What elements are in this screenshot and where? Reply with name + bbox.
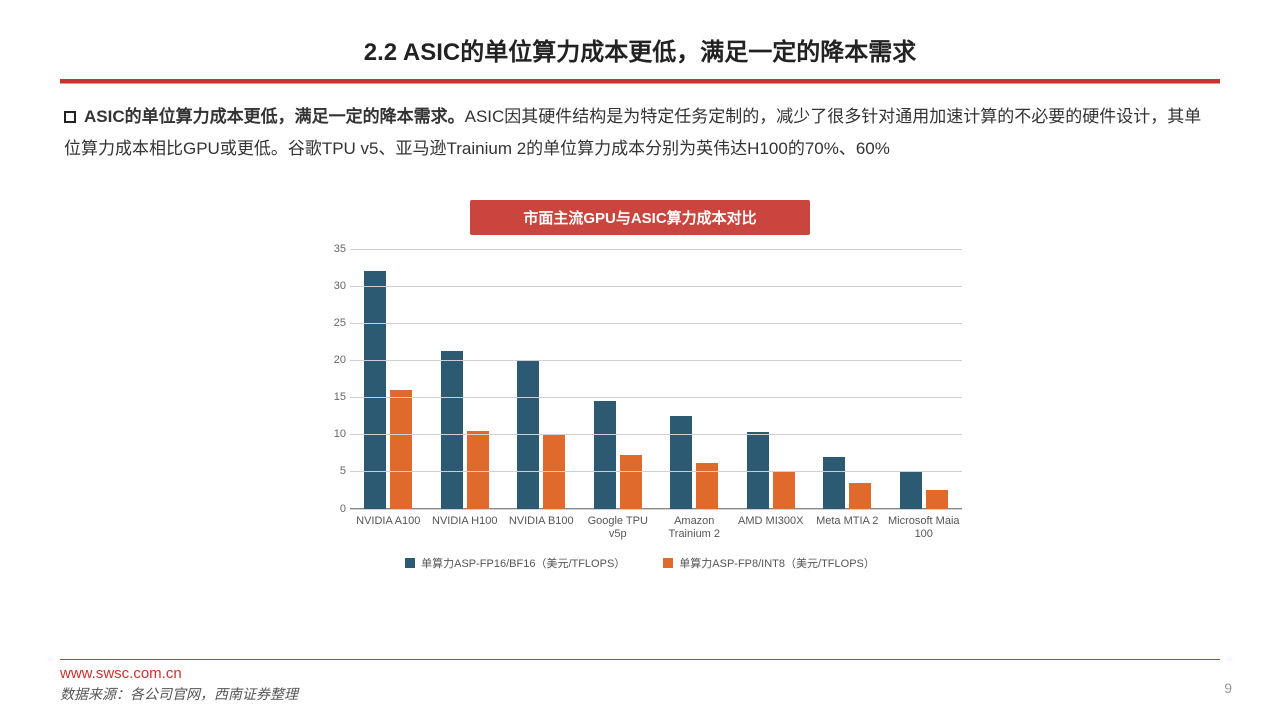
legend-label: 单算力ASP-FP8/INT8（美元/TFLOPS） xyxy=(679,555,875,571)
legend-swatch xyxy=(405,558,415,568)
bar xyxy=(620,455,642,508)
bar xyxy=(467,431,489,509)
summary-paragraph: ASIC的单位算力成本更低，满足一定的降本需求。ASIC因其硬件结构是为特定任务… xyxy=(60,101,1220,166)
gridline xyxy=(350,286,962,287)
bars-layer: NVIDIA A100NVIDIA H100NVIDIA B100Google … xyxy=(350,249,962,509)
bar xyxy=(441,351,463,508)
chart-title: 市面主流GPU与ASIC算力成本对比 xyxy=(470,200,810,235)
bar-group: Microsoft Maia 100 xyxy=(886,249,963,509)
bar xyxy=(900,471,922,508)
y-tick-label: 25 xyxy=(322,317,346,329)
x-tick-label: Microsoft Maia 100 xyxy=(886,509,963,543)
gridline xyxy=(350,434,962,435)
y-tick-label: 10 xyxy=(322,428,346,440)
gridline xyxy=(350,323,962,324)
legend-item: 单算力ASP-FP8/INT8（美元/TFLOPS） xyxy=(663,555,875,571)
bar-group: NVIDIA H100 xyxy=(427,249,504,509)
x-tick-label: NVIDIA H100 xyxy=(427,509,504,529)
page-title: 2.2 ASIC的单位算力成本更低，满足一定的降本需求 xyxy=(60,32,1220,67)
gridline xyxy=(350,397,962,398)
bar-group: AMD MI300X xyxy=(733,249,810,509)
gridline xyxy=(350,249,962,250)
gridline xyxy=(350,471,962,472)
bar xyxy=(364,271,386,509)
bar xyxy=(594,401,616,509)
y-tick-label: 35 xyxy=(322,243,346,255)
bar xyxy=(696,463,718,509)
y-tick-label: 0 xyxy=(322,503,346,515)
bar xyxy=(773,471,795,509)
title-rule xyxy=(60,79,1220,83)
bar-group: Meta MTIA 2 xyxy=(809,249,886,509)
bar-group: Amazon Trainium 2 xyxy=(656,249,733,509)
footer-url: www.swsc.com.cn xyxy=(60,665,298,682)
bar xyxy=(823,457,845,509)
legend-swatch xyxy=(663,558,673,568)
page-number: 9 xyxy=(1224,680,1232,696)
bar xyxy=(849,483,871,509)
x-tick-label: NVIDIA A100 xyxy=(350,509,427,529)
bar-chart: NVIDIA A100NVIDIA H100NVIDIA B100Google … xyxy=(310,243,970,573)
bar xyxy=(926,490,948,509)
footer-source: 数据来源：各公司官网，西南证券整理 xyxy=(60,686,298,702)
bullet-icon xyxy=(64,111,76,123)
bar-group: NVIDIA A100 xyxy=(350,249,427,509)
x-tick-label: Google TPU v5p xyxy=(580,509,657,543)
legend-item: 单算力ASP-FP16/BF16（美元/TFLOPS） xyxy=(405,555,625,571)
slide: 2.2 ASIC的单位算力成本更低，满足一定的降本需求 ASIC的单位算力成本更… xyxy=(0,0,1280,720)
bar-group: Google TPU v5p xyxy=(580,249,657,509)
x-tick-label: Amazon Trainium 2 xyxy=(656,509,733,543)
bar xyxy=(747,432,769,509)
footer-rule xyxy=(60,659,1220,660)
x-tick-label: AMD MI300X xyxy=(733,509,810,529)
x-tick-label: Meta MTIA 2 xyxy=(809,509,886,529)
summary-bold: ASIC的单位算力成本更低，满足一定的降本需求。 xyxy=(84,107,465,126)
y-tick-label: 15 xyxy=(322,391,346,403)
bar xyxy=(390,390,412,509)
bar-group: NVIDIA B100 xyxy=(503,249,580,509)
legend-label: 单算力ASP-FP16/BF16（美元/TFLOPS） xyxy=(421,555,625,571)
gridline xyxy=(350,360,962,361)
y-tick-label: 5 xyxy=(322,465,346,477)
gridline xyxy=(350,509,962,510)
legend: 单算力ASP-FP16/BF16（美元/TFLOPS） 单算力ASP-FP8/IN… xyxy=(310,555,970,571)
y-tick-label: 30 xyxy=(322,280,346,292)
bar xyxy=(670,416,692,509)
x-tick-label: NVIDIA B100 xyxy=(503,509,580,529)
plot-area: NVIDIA A100NVIDIA H100NVIDIA B100Google … xyxy=(350,249,962,509)
y-tick-label: 20 xyxy=(322,354,346,366)
footer: www.swsc.com.cn 数据来源：各公司官网，西南证券整理 xyxy=(60,665,298,704)
